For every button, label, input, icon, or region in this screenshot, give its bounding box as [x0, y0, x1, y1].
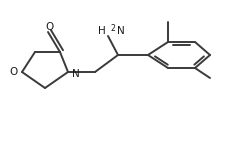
Text: O: O — [46, 22, 54, 32]
Text: N: N — [72, 69, 80, 79]
Text: O: O — [10, 67, 18, 77]
Text: H: H — [98, 26, 106, 36]
Text: 2: 2 — [110, 24, 115, 33]
Text: N: N — [116, 26, 124, 36]
